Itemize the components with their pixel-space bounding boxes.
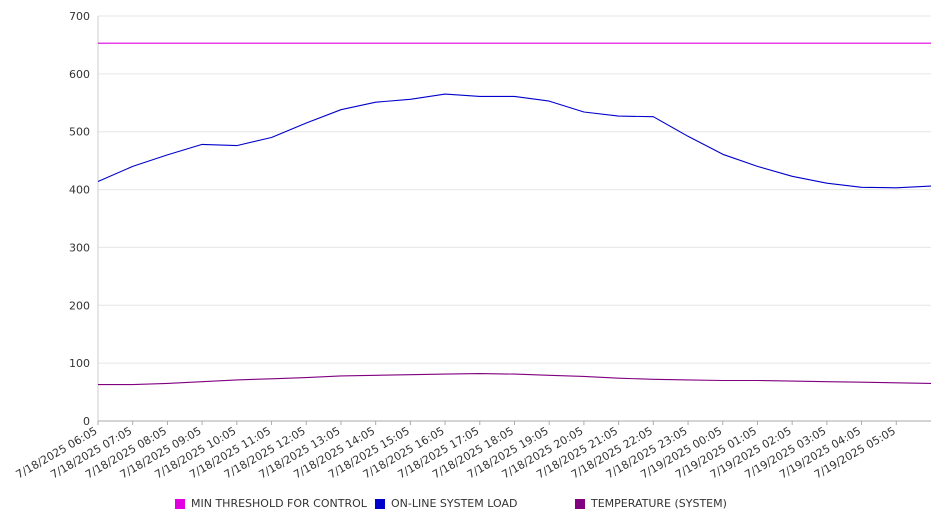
legend-item-min-threshold[interactable]: MIN THRESHOLD FOR CONTROL xyxy=(175,497,367,510)
legend-swatch-system-load xyxy=(375,498,385,509)
legend-item-temperature[interactable]: TEMPERATURE (SYSTEM) xyxy=(575,497,727,510)
axes xyxy=(97,16,931,425)
y-tick-label: 0 xyxy=(83,415,90,428)
y-tick-label: 300 xyxy=(69,241,90,254)
y-tick-label: 600 xyxy=(69,68,90,81)
legend-label-temperature: TEMPERATURE (SYSTEM) xyxy=(591,497,727,510)
x-tick-labels: 7/18/2025 06:057/18/2025 07:057/18/2025 … xyxy=(14,424,898,481)
y-tick-label: 500 xyxy=(69,126,90,139)
chart-legend: MIN THRESHOLD FOR CONTROL ON-LINE SYSTEM… xyxy=(0,497,946,515)
series-line-2 xyxy=(98,373,932,386)
y-tick-label: 100 xyxy=(69,357,90,370)
grid-lines xyxy=(98,15,931,364)
legend-label-min-threshold: MIN THRESHOLD FOR CONTROL xyxy=(191,497,367,510)
legend-item-system-load[interactable]: ON-LINE SYSTEM LOAD xyxy=(375,497,517,510)
legend-swatch-temperature xyxy=(575,498,585,509)
series-lines xyxy=(97,42,932,386)
y-tick-label: 700 xyxy=(69,10,90,23)
y-tick-labels: 0 100 200 300 400 500 600 700 xyxy=(69,10,90,428)
y-tick-label: 200 xyxy=(69,299,90,312)
legend-swatch-min-threshold xyxy=(175,498,185,509)
legend-label-system-load: ON-LINE SYSTEM LOAD xyxy=(391,497,518,510)
y-tick-label: 400 xyxy=(69,184,90,197)
series-line-1 xyxy=(97,93,932,189)
